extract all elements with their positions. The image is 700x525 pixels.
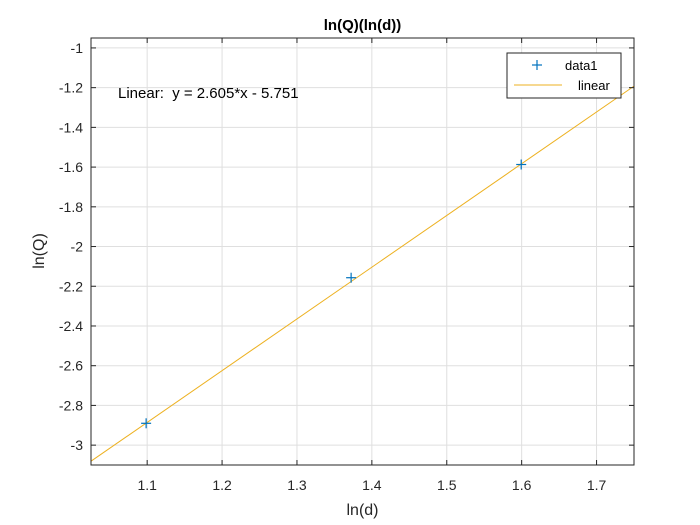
y-tick-label: -2.6	[59, 358, 83, 374]
x-tick-label: 1.6	[512, 477, 532, 493]
y-tick-label: -1	[71, 40, 84, 56]
legend-marker-data1	[532, 60, 542, 70]
fit-line-linear	[90, 85, 635, 462]
y-tick-label: -2.4	[59, 318, 83, 334]
fit-equation-annotation: Linear: y = 2.605*x - 5.751	[118, 85, 299, 102]
y-tick-label: -1.8	[59, 199, 83, 215]
y-tick-label: -3	[71, 437, 84, 453]
y-tick-label: -2	[71, 239, 84, 255]
axes-box	[90, 37, 635, 466]
legend-box	[506, 52, 622, 99]
y-tick-label: -2.8	[59, 397, 83, 413]
x-tick-label: 1.3	[287, 477, 307, 493]
x-tick-label: 1.7	[587, 477, 607, 493]
legend: data1 linear	[506, 52, 622, 99]
legend-label-data1: data1	[565, 58, 598, 73]
y-tick-label: -1.4	[59, 119, 83, 135]
grid	[91, 38, 634, 465]
chart-title: ln(Q)(ln(d))	[324, 17, 401, 34]
data-point	[516, 159, 527, 170]
y-tick-label: -1.2	[59, 80, 83, 96]
x-tick-label: 1.1	[137, 477, 157, 493]
y-tick-label: -1.6	[59, 159, 83, 175]
axes-background	[91, 38, 634, 465]
data-point	[346, 272, 357, 283]
y-axis-label: ln(Q)	[31, 233, 48, 269]
legend-label-linear: linear	[578, 78, 610, 93]
data-point	[141, 418, 152, 429]
ticks: 1.1 1.2 1.3 1.4 1.5 1.6 1.7 -3 -2.8 -2.6 -2.4 -2.2 -…	[59, 38, 634, 493]
x-tick-label: 1.4	[362, 477, 382, 493]
x-tick-label: 1.5	[437, 477, 457, 493]
y-tick-label: -2.2	[59, 278, 83, 294]
series-layer	[90, 85, 635, 462]
x-tick-label: 1.2	[212, 477, 232, 493]
x-axis-label: ln(d)	[346, 502, 378, 519]
